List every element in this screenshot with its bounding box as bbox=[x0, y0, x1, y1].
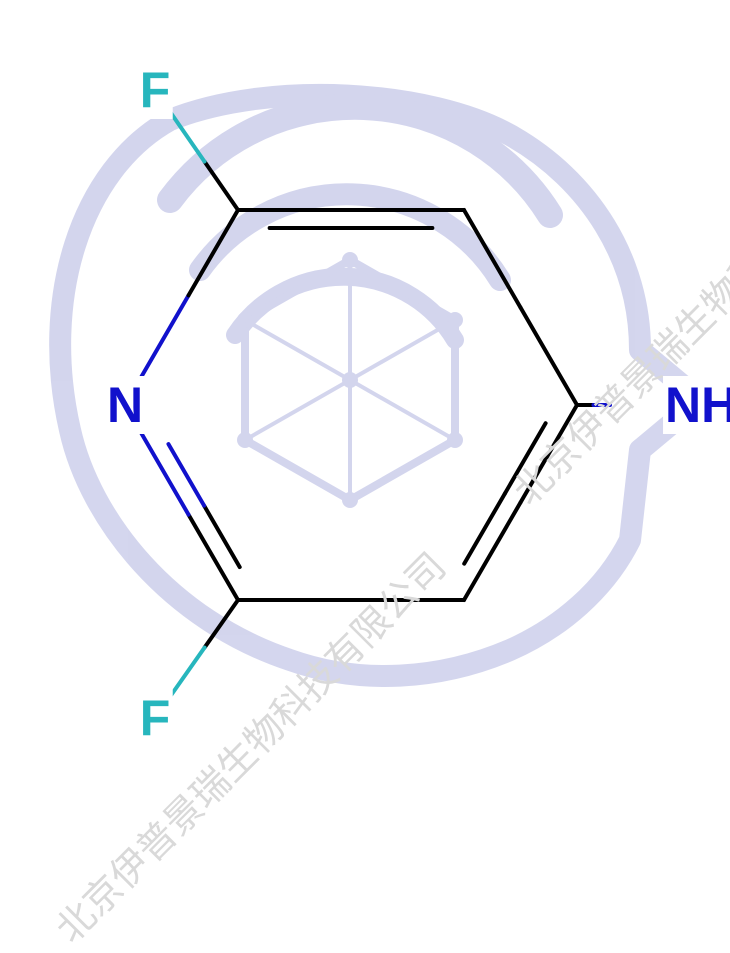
atom-F_bot: F bbox=[138, 689, 173, 747]
atom-NH2: NH2 bbox=[663, 376, 730, 434]
watermark-logo bbox=[60, 95, 700, 676]
atom-N_ring: N bbox=[105, 376, 145, 434]
atom-F_top: F bbox=[138, 61, 173, 119]
